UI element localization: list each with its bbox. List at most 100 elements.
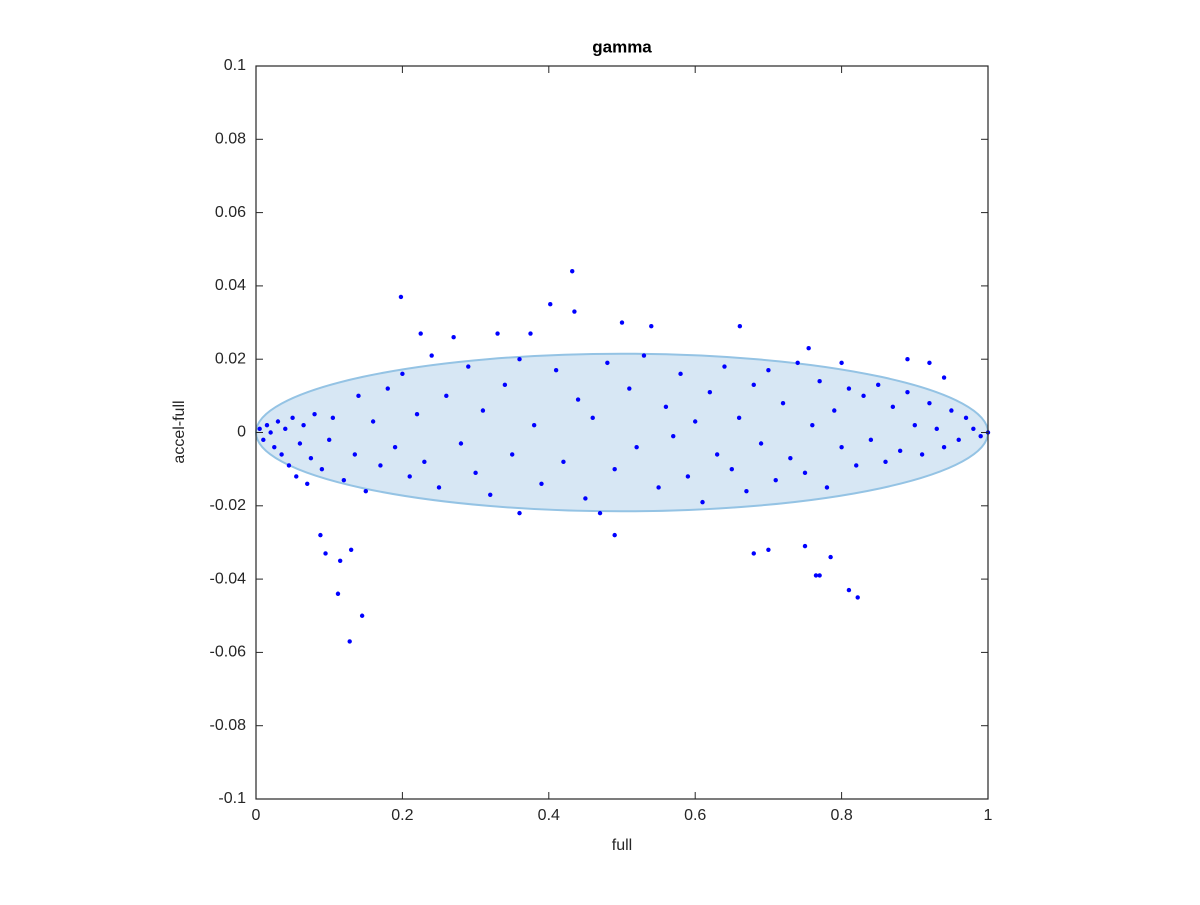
scatter-point — [488, 492, 493, 498]
scatter-point — [422, 459, 427, 465]
scatter-point — [934, 426, 939, 432]
scatter-point — [466, 364, 471, 369]
scatter-point — [839, 444, 844, 450]
scatter-point — [766, 547, 771, 552]
x-tick-label: 1 — [984, 807, 993, 824]
scatter-point — [817, 573, 822, 578]
scatter-point — [286, 463, 292, 468]
confidence-ellipse — [255, 352, 989, 513]
scatter-point — [264, 422, 270, 428]
scatter-point — [356, 393, 361, 399]
y-tick-label: 0.08 — [215, 131, 246, 148]
scatter-point — [832, 408, 837, 413]
scatter-point — [392, 444, 398, 450]
scatter-point — [398, 294, 404, 300]
scatter-point — [261, 437, 266, 443]
scatter-point — [572, 309, 577, 314]
scatter-point — [268, 430, 273, 435]
scatter-point — [780, 400, 786, 406]
y-tick-label: 0.06 — [215, 204, 246, 221]
scatter-point — [347, 639, 352, 644]
scatter-point — [788, 455, 793, 461]
scatter-point — [806, 346, 811, 351]
scatter-point — [400, 371, 405, 377]
scatter-point — [290, 415, 295, 421]
scatter-point — [905, 357, 910, 362]
scatter-point — [751, 551, 756, 556]
scatter-point — [436, 485, 442, 490]
chart-title: gamma — [592, 37, 652, 56]
scatter-point — [359, 613, 365, 618]
scatter-point — [318, 532, 323, 538]
y-tick-label: -0.02 — [210, 497, 247, 514]
scatter-point — [693, 419, 698, 424]
scatter-point — [634, 444, 639, 450]
scatter-point — [971, 426, 976, 432]
scatter-point — [480, 408, 486, 413]
scatter-point — [795, 360, 800, 366]
scatter-point — [272, 444, 277, 450]
scatter-point — [846, 587, 852, 593]
scatter-point — [312, 411, 317, 417]
scatter-point — [722, 364, 727, 369]
scatter-point — [257, 426, 262, 432]
scatter-point — [707, 389, 713, 395]
scatter-point — [279, 452, 284, 457]
y-tick-label: 0.04 — [215, 277, 246, 294]
x-tick-label: 0.2 — [391, 807, 413, 824]
y-tick-label: -0.06 — [210, 644, 247, 661]
y-tick-label: 0.02 — [215, 350, 246, 367]
scatter-point — [590, 415, 595, 421]
scatter-point — [828, 554, 833, 560]
scatter-point — [890, 404, 896, 410]
scatter-point — [941, 375, 947, 380]
scatter-point — [370, 419, 376, 424]
x-tick-label: 0 — [252, 807, 261, 824]
scatter-point — [517, 510, 522, 516]
scatter-point — [649, 324, 654, 329]
scatter-point — [978, 433, 983, 439]
scatter-point — [700, 499, 705, 505]
scatter-point — [949, 408, 954, 413]
scatter-point — [570, 269, 575, 274]
scatter-point — [927, 360, 932, 366]
scatter-point — [678, 371, 683, 377]
scatter-point — [685, 474, 691, 479]
scatter-point — [473, 470, 478, 476]
scatter-point — [297, 441, 303, 446]
scatter-point — [927, 400, 932, 406]
scatter-point — [612, 466, 617, 472]
scatter-point — [275, 419, 281, 424]
scatter-point — [671, 433, 676, 439]
scatter-point — [548, 302, 553, 307]
scatter-point — [813, 573, 819, 578]
scatter-point — [418, 331, 423, 336]
x-tick-label: 0.8 — [830, 807, 852, 824]
scatter-point — [897, 448, 903, 454]
scatter-point — [729, 466, 734, 472]
scatter-point — [517, 357, 522, 362]
scatter-point — [294, 474, 299, 479]
scatter-point — [919, 452, 925, 457]
y-tick-label: -0.1 — [218, 790, 246, 807]
scatter-point — [758, 441, 764, 446]
scatter-point — [824, 485, 830, 490]
scatter-point — [378, 463, 383, 468]
scatter-point — [352, 452, 358, 457]
scatter-point — [337, 558, 343, 563]
scatter-point — [612, 532, 617, 538]
scatter-point — [414, 411, 420, 417]
y-tick-label: 0 — [237, 424, 246, 441]
scatter-point — [583, 496, 588, 501]
scatter-point — [656, 485, 661, 490]
scatter-point — [528, 331, 533, 336]
scatter-point — [605, 360, 610, 366]
scatter-point — [451, 335, 456, 340]
scatter-point — [502, 382, 508, 388]
scatter-point — [751, 382, 756, 388]
scatter-point — [941, 444, 947, 450]
scatter-point — [883, 459, 888, 465]
scatter-point — [868, 437, 874, 443]
scatter-point — [341, 477, 347, 483]
